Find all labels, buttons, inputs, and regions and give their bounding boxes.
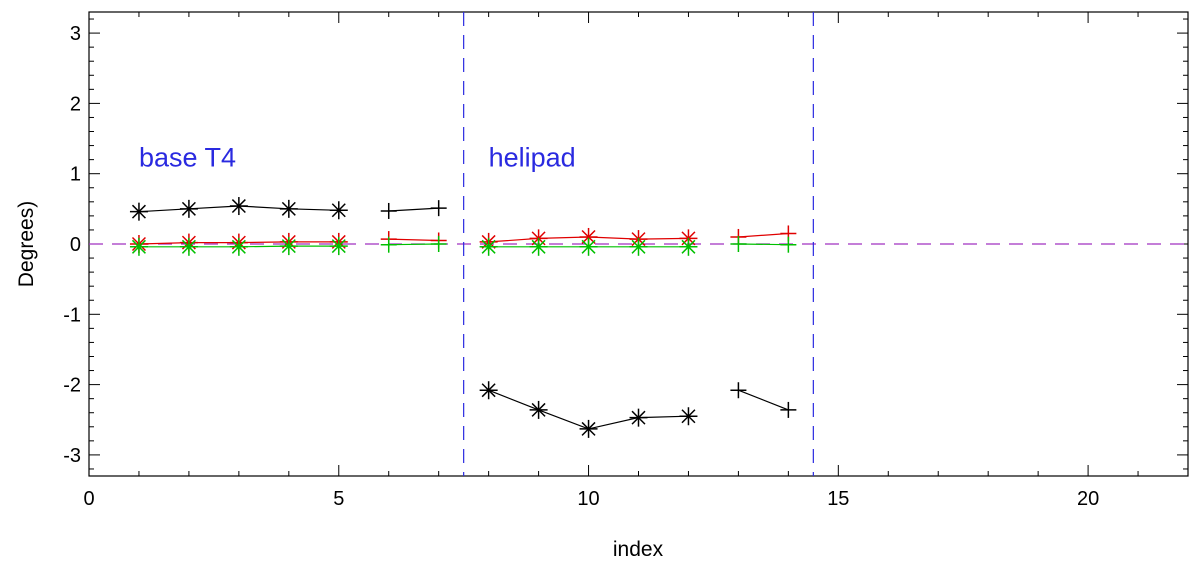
series-line [388,238,439,242]
asterisk-marker [129,202,148,221]
asterisk-marker [329,201,348,220]
asterisk-marker [579,237,598,256]
asterisk-marker [279,199,298,218]
plus-marker [730,236,747,252]
annotations: base T4 helipad [139,143,576,173]
marker-stroke [181,239,196,254]
marker-stroke [581,229,596,244]
y-tick-label: 2 [70,93,81,115]
marker-stroke [481,239,496,254]
asterisk-marker [229,197,248,216]
y-tick-label: -1 [63,304,81,326]
marker-stroke [281,239,296,254]
marker-stroke [331,239,346,254]
y-tick-label: 3 [70,23,81,45]
asterisk-marker [679,407,698,426]
marker-stroke [681,409,696,424]
x-tick-label: 15 [827,488,849,510]
plus-marker [780,401,797,418]
plus-marker [730,382,747,399]
x-tick-label: 0 [83,488,94,510]
asterisk-marker [129,237,148,256]
marker-stroke [181,201,196,216]
series-line [738,389,789,411]
series-line [738,243,789,246]
marker-stroke [131,239,146,254]
asterisk-marker [529,237,548,256]
asterisk-marker [679,237,698,256]
y-tick-label: -3 [63,445,81,467]
reference-lines [89,12,1188,476]
marker-stroke [681,239,696,254]
marker-stroke [581,239,596,254]
marker-stroke [631,410,646,425]
marker-stroke [531,402,546,417]
x-tick-label: 20 [1077,488,1099,510]
x-tick-label: 5 [333,488,344,510]
asterisk-marker [329,237,348,256]
plus-marker [780,236,797,253]
asterisk-marker [529,400,548,419]
marker-stroke [581,421,596,436]
series-group [129,197,797,438]
y-tick-label: 0 [70,234,81,256]
marker-stroke [481,383,496,398]
asterisk-marker [579,419,598,438]
plus-marker [430,236,447,252]
marker-stroke [631,239,646,254]
x-tick-label: 10 [577,488,599,510]
marker-stroke [231,199,246,214]
asterisk-marker [179,199,198,218]
y-tick-label: -2 [63,375,81,397]
asterisk-marker [179,237,198,256]
marker-stroke [331,203,346,218]
marker-stroke [131,204,146,219]
y-tick-label: 1 [70,164,81,186]
marker-stroke [531,239,546,254]
plus-marker [380,236,397,253]
y-axis-label: Degrees) [15,201,38,287]
plus-marker [430,200,447,217]
annotation-label: base T4 [139,143,236,173]
marker-stroke [281,201,296,216]
series-line [388,207,439,212]
asterisk-marker [479,381,498,400]
asterisk-marker [629,408,648,427]
annotation-label: helipad [489,143,576,173]
asterisk-marker [279,237,298,256]
axis-ticks: 0 5 10 15 20 -3 -2 -1 0 1 2 3 [63,12,1189,510]
x-axis-label: index [613,538,664,561]
asterisk-marker [229,237,248,256]
series-line [388,243,439,246]
series-line [738,232,789,238]
asterisk-marker [479,237,498,256]
plus-marker [380,202,397,219]
asterisk-marker [629,237,648,256]
marker-stroke [231,239,246,254]
